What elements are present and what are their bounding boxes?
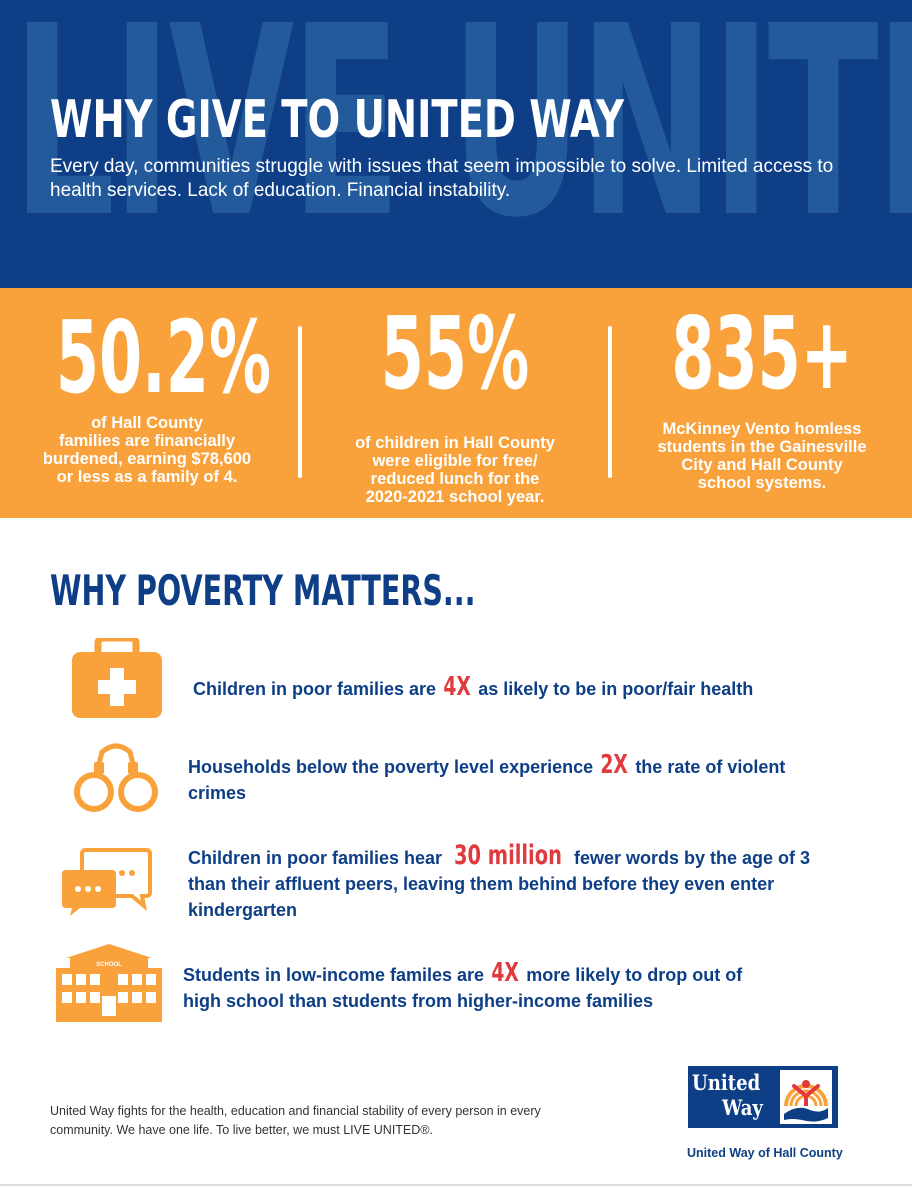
fact-text-before: Students in low-income familes are <box>183 965 485 985</box>
chat-bubbles-icon <box>62 846 152 923</box>
fact-text-after: more likely to drop out of high school t… <box>183 965 743 1011</box>
stat-caption-line: or less as a family of 4. <box>56 468 238 486</box>
stat-caption-line: City and Hall County <box>681 456 843 474</box>
medical-kit-icon <box>72 634 162 723</box>
stat-caption-line: were eligible for free/ <box>372 452 538 470</box>
stats-band: 50.2% of Hall County families are financ… <box>0 288 912 518</box>
fact-highlight: 4X <box>443 672 471 702</box>
fact-highlight: 30 million <box>454 840 562 871</box>
united-way-logo: United Way <box>688 1066 838 1128</box>
stat-caption-line: reduced lunch for the <box>370 470 540 488</box>
stat-caption-line: school systems. <box>697 474 827 492</box>
fact-health: Children in poor families are 4X as like… <box>193 672 833 702</box>
fact-dropout: Students in low-income familes are 4X mo… <box>183 958 773 1014</box>
stat-caption: of children in Hall County were eligible… <box>302 434 608 506</box>
stat-caption-line: McKinney Vento homless <box>662 420 862 438</box>
stat-number: 55% <box>380 295 530 412</box>
fact-violent-crime: Households below the poverty level exper… <box>188 750 798 806</box>
fact-text-before: Households below the poverty level exper… <box>188 757 594 777</box>
footer-mission-text: United Way fights for the health, educat… <box>50 1104 541 1137</box>
stat-number: 835+ <box>671 295 853 412</box>
stat-caption-line: of children in Hall County <box>355 434 555 452</box>
fact-highlight: 4X <box>491 958 519 988</box>
handcuffs-icon <box>72 738 160 819</box>
stat-homeless-students: 835+ McKinney Vento homless students in … <box>612 288 912 493</box>
fact-text-after: fewer words by the age of 3 than their a… <box>188 848 811 920</box>
bottom-divider <box>0 1184 912 1186</box>
section-title: WHY POVERTY MATTERS... <box>50 566 476 615</box>
stat-free-lunch: 55% of children in Hall County were elig… <box>302 288 608 507</box>
hero-intro-text: Every day, communities struggle with iss… <box>50 156 834 201</box>
fact-highlight: 2X <box>600 750 628 780</box>
stat-divider <box>608 326 612 478</box>
stat-caption: McKinney Vento homless students in the G… <box>612 420 912 492</box>
stat-caption-line: burdened, earning $78,600 <box>42 450 252 468</box>
stat-financial-burden: 50.2% of Hall County families are financ… <box>0 288 294 487</box>
page-title: WHY GIVE TO UNITED WAY <box>50 90 624 150</box>
school-sign-label: SCHOOL <box>96 962 122 968</box>
logo-word-way: Way <box>722 1095 763 1120</box>
stat-caption-line: 2020-2021 school year. <box>365 488 545 506</box>
school-building-icon: SCHOOL <box>56 942 162 1027</box>
stat-divider <box>298 326 302 478</box>
fact-text-before: Children in poor families are <box>193 679 437 699</box>
hero-banner: LIVE UNITED WHY GIVE TO UNITED WAY Every… <box>0 0 912 288</box>
united-way-emblem-icon <box>780 1070 832 1124</box>
stat-caption-line: students in the Gainesville <box>657 438 867 456</box>
hero-watermark: LIVE UNITED <box>12 0 912 275</box>
fact-text-after: as likely to be in poor/fair health <box>478 679 754 699</box>
stat-caption-line: families are financially <box>58 432 236 450</box>
stat-caption: of Hall County families are financially … <box>0 414 294 486</box>
stat-number: 50.2% <box>55 299 271 416</box>
stat-caption-line: of Hall County <box>91 414 203 432</box>
logo-word-united: United <box>692 1070 761 1095</box>
fact-text-before: Children in poor families hear <box>188 848 443 868</box>
fact-text-after: the rate of violent crimes <box>188 757 786 803</box>
fact-word-gap: Children in poor families hear 30 millio… <box>188 840 848 923</box>
logo-caption: United Way of Hall County <box>687 1146 843 1160</box>
